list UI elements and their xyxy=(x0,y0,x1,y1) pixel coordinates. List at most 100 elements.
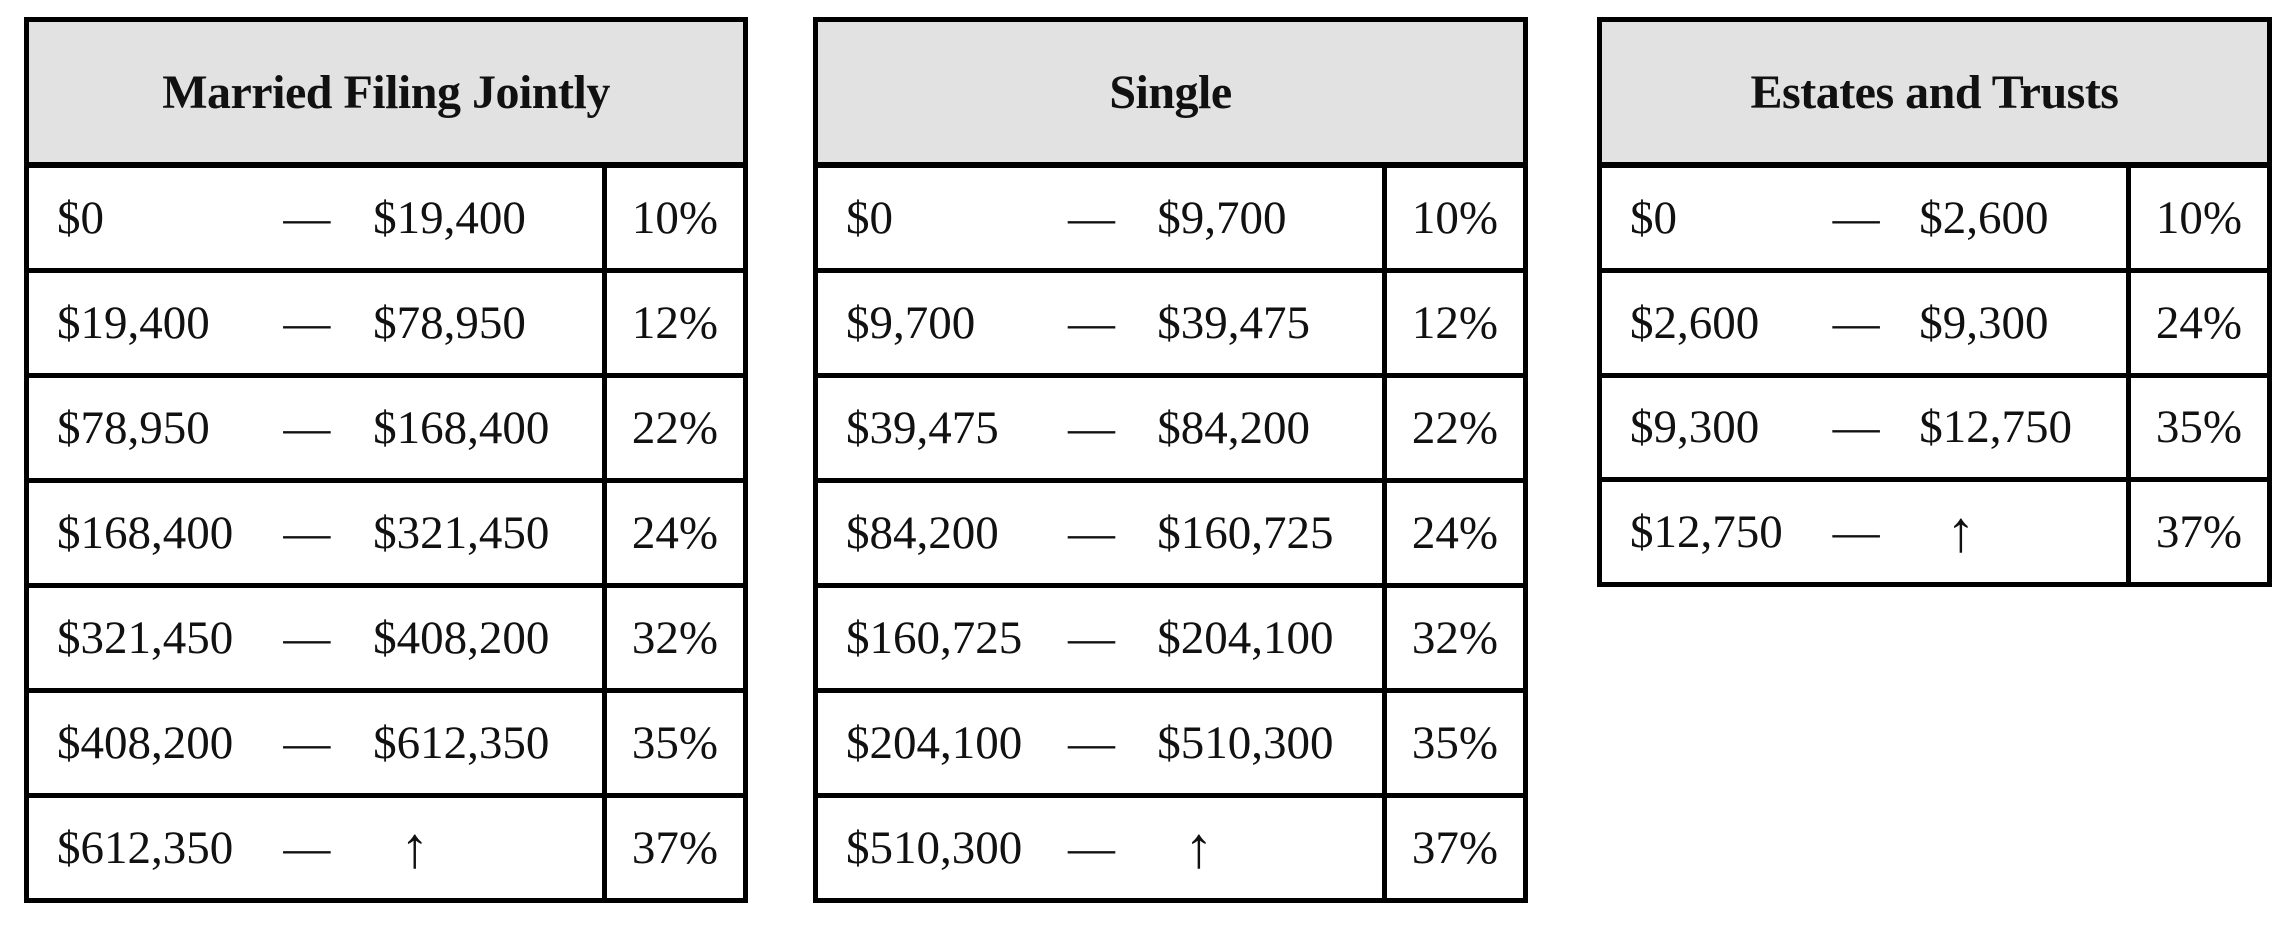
tax-table-married-filing-jointly: Married Filing Jointly $0 — $19,400 10% … xyxy=(24,17,748,903)
bracket-max: $408,200 xyxy=(373,612,550,664)
bracket-max: $510,300 xyxy=(1157,717,1334,769)
range-dash: — xyxy=(283,612,331,664)
bracket-rate-cell: 22% xyxy=(1387,378,1523,478)
rate-value: 22% xyxy=(1411,402,1499,454)
table-row: $19,400 — $78,950 12% xyxy=(29,273,743,378)
bracket-min: $612,350 xyxy=(57,822,234,874)
bracket-range-cell: $12,750 — ↑ xyxy=(1602,482,2131,582)
range-dash: — xyxy=(1068,402,1116,454)
rate-value: 37% xyxy=(2155,506,2243,559)
bracket-min: $9,700 xyxy=(846,297,976,349)
bracket-range-cell: $84,200 — $160,725 xyxy=(818,483,1387,583)
bracket-max: $160,725 xyxy=(1157,507,1334,559)
bracket-max: $78,950 xyxy=(373,297,526,349)
range-dash: — xyxy=(283,717,331,769)
bracket-min: $39,475 xyxy=(846,402,999,454)
bracket-range-cell: $510,300 — ↑ xyxy=(818,798,1387,898)
bracket-range-cell: $0 — $19,400 xyxy=(29,168,607,268)
bracket-min: $204,100 xyxy=(846,717,1023,769)
table-row: $12,750 — ↑ 37% xyxy=(1602,482,2267,582)
rate-value: 24% xyxy=(1411,507,1499,559)
table-row: $84,200 — $160,725 24% xyxy=(818,483,1523,588)
table-row: $510,300 — ↑ 37% xyxy=(818,798,1523,898)
bracket-min: $408,200 xyxy=(57,717,234,769)
table-header: Estates and Trusts xyxy=(1602,22,2267,168)
bracket-rate-cell: 10% xyxy=(607,168,743,268)
bracket-min: $78,950 xyxy=(57,402,210,454)
bracket-rate-cell: 35% xyxy=(607,693,743,793)
rate-value: 10% xyxy=(631,192,719,244)
table-row: $321,450 — $408,200 32% xyxy=(29,588,743,693)
table-title: Estates and Trusts xyxy=(1750,65,2119,119)
range-dash: — xyxy=(1832,296,1880,349)
table-row: $0 — $2,600 10% xyxy=(1602,168,2267,273)
bracket-range-cell: $204,100 — $510,300 xyxy=(818,693,1387,793)
bracket-rate-cell: 24% xyxy=(1387,483,1523,583)
bracket-rate-cell: 24% xyxy=(2131,273,2267,373)
bracket-max: $204,100 xyxy=(1157,612,1334,664)
rate-value: 37% xyxy=(631,822,719,874)
rate-value: 24% xyxy=(631,507,719,559)
bracket-min: $510,300 xyxy=(846,822,1023,874)
table-row: $9,700 — $39,475 12% xyxy=(818,273,1523,378)
range-dash: — xyxy=(1068,717,1116,769)
rate-value: 37% xyxy=(1411,822,1499,874)
bracket-rate-cell: 35% xyxy=(1387,693,1523,793)
table-row: $2,600 — $9,300 24% xyxy=(1602,272,2267,378)
bracket-max: $168,400 xyxy=(373,402,550,454)
up-arrow-icon: ↑ xyxy=(1184,815,1214,880)
bracket-max: $9,300 xyxy=(1919,296,2049,349)
table-title: Single xyxy=(1109,65,1232,119)
bracket-rate-cell: 12% xyxy=(1387,273,1523,373)
rate-value: 12% xyxy=(1411,297,1499,349)
table-row: $408,200 — $612,350 35% xyxy=(29,693,743,798)
rate-value: 35% xyxy=(1411,717,1499,769)
bracket-rate-cell: 12% xyxy=(607,273,743,373)
up-arrow-icon: ↑ xyxy=(1946,499,1976,565)
rate-value: 32% xyxy=(1411,612,1499,664)
bracket-min: $2,600 xyxy=(1630,296,1760,349)
rate-value: 24% xyxy=(2155,296,2243,349)
range-dash: — xyxy=(283,822,331,874)
table-row: $612,350 — ↑ 37% xyxy=(29,798,743,898)
bracket-min: $321,450 xyxy=(57,612,234,664)
bracket-range-cell: $9,300 — $12,750 xyxy=(1602,377,2131,478)
range-dash: — xyxy=(283,402,331,454)
bracket-min: $12,750 xyxy=(1630,506,1783,559)
bracket-rate-cell: 32% xyxy=(1387,588,1523,688)
bracket-max: $39,475 xyxy=(1157,297,1310,349)
range-dash: — xyxy=(1068,822,1116,874)
range-dash: — xyxy=(283,297,331,349)
bracket-range-cell: $408,200 — $612,350 xyxy=(29,693,607,793)
table-row: $204,100 — $510,300 35% xyxy=(818,693,1523,798)
range-dash: — xyxy=(283,507,331,559)
up-arrow-icon: ↑ xyxy=(400,815,430,880)
range-dash: — xyxy=(1068,297,1116,349)
bracket-range-cell: $321,450 — $408,200 xyxy=(29,588,607,688)
tax-table-single: Single $0 — $9,700 10% $9,700 — $39,475 … xyxy=(813,17,1528,903)
range-dash: — xyxy=(1832,191,1880,244)
table-row: $0 — $9,700 10% xyxy=(818,168,1523,273)
range-dash: — xyxy=(1068,507,1116,559)
table-row: $39,475 — $84,200 22% xyxy=(818,378,1523,483)
bracket-range-cell: $612,350 — ↑ xyxy=(29,798,607,898)
bracket-range-cell: $39,475 — $84,200 xyxy=(818,378,1387,478)
bracket-max: $2,600 xyxy=(1919,191,2049,244)
rate-value: 32% xyxy=(631,612,719,664)
bracket-range-cell: $2,600 — $9,300 xyxy=(1602,272,2131,373)
range-dash: — xyxy=(283,192,331,244)
rate-value: 10% xyxy=(2155,191,2243,244)
bracket-rate-cell: 10% xyxy=(1387,168,1523,268)
bracket-rate-cell: 22% xyxy=(607,378,743,478)
bracket-min: $168,400 xyxy=(57,507,234,559)
tax-table-estates-and-trusts: Estates and Trusts $0 — $2,600 10% $2,60… xyxy=(1597,17,2272,587)
rate-value: 35% xyxy=(2155,401,2243,454)
bracket-range-cell: $19,400 — $78,950 xyxy=(29,273,607,373)
bracket-max: $321,450 xyxy=(373,507,550,559)
table-row: $160,725 — $204,100 32% xyxy=(818,588,1523,693)
range-dash: — xyxy=(1068,192,1116,244)
rate-value: 22% xyxy=(631,402,719,454)
range-dash: — xyxy=(1068,612,1116,664)
rate-value: 12% xyxy=(631,297,719,349)
bracket-rate-cell: 24% xyxy=(607,483,743,583)
